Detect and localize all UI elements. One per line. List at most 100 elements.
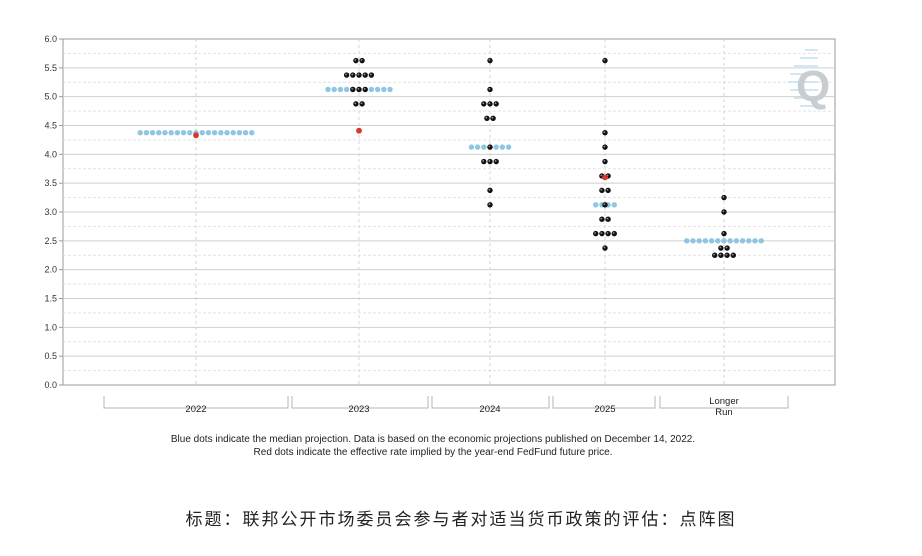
participant-dot-highlight	[600, 188, 603, 191]
median-dot	[611, 202, 617, 208]
participant-dot-highlight	[725, 246, 728, 249]
participant-dot-highlight	[488, 145, 491, 148]
median-dot	[387, 86, 393, 93]
median-dot	[739, 238, 746, 244]
median-dot	[481, 144, 487, 150]
participant-dot-highlight	[606, 217, 609, 220]
participant-dot-highlight	[360, 102, 363, 105]
participant-dot-highlight	[494, 102, 497, 105]
median-dot	[249, 130, 255, 136]
y-tick-label: 3.0	[44, 207, 57, 217]
participant-dot-highlight	[357, 87, 360, 90]
y-tick-label: 5.0	[44, 92, 57, 102]
median-dot	[236, 130, 243, 136]
participant-dot-highlight	[488, 102, 491, 105]
median-dot	[174, 130, 181, 136]
participant-dot-highlight	[612, 232, 615, 234]
median-dot	[218, 130, 224, 136]
participant-dot-highlight	[491, 116, 494, 119]
category-bracket	[103, 396, 289, 409]
participant-dot-highlight	[485, 116, 488, 119]
market-implied-dot	[356, 127, 362, 134]
category-bracket	[291, 396, 429, 409]
footnote-line-2: Red dots indicate the effective rate imp…	[254, 447, 613, 458]
participant-dot-highlight	[354, 59, 357, 61]
median-dot	[331, 86, 337, 93]
participant-dot-highlight	[606, 232, 609, 234]
participant-dot-highlight	[354, 102, 357, 105]
participant-dot-highlight	[603, 160, 606, 162]
category-bracket	[431, 396, 550, 409]
participant-dot-highlight	[603, 145, 606, 148]
participant-dot-highlight	[603, 131, 606, 134]
median-dot	[708, 238, 715, 244]
median-dot	[343, 86, 350, 93]
participant-dot-highlight	[731, 253, 734, 256]
participant-dot-highlight	[363, 87, 366, 90]
y-tick-label: 2.0	[44, 265, 57, 275]
median-dot	[337, 86, 344, 93]
median-dot	[696, 238, 702, 244]
y-tick-label: 4.5	[44, 121, 57, 131]
participant-dot-highlight	[488, 59, 491, 61]
median-dot	[242, 130, 249, 136]
x-category-label: Run	[715, 407, 732, 418]
category-bracket	[659, 396, 789, 409]
median-dot	[180, 130, 187, 136]
participant-dot-highlight	[488, 87, 491, 90]
median-dot	[143, 130, 150, 136]
watermark-logo: Q	[788, 49, 830, 111]
participant-dot-highlight	[494, 160, 497, 162]
participant-dot-highlight	[488, 160, 491, 162]
median-dot	[752, 238, 758, 244]
median-dot	[505, 144, 512, 150]
median-dot	[168, 130, 174, 136]
median-dot	[187, 130, 193, 136]
participant-dot-highlight	[594, 232, 596, 234]
participant-dot-highlight	[363, 73, 366, 76]
y-tick-label: 4.0	[44, 149, 57, 159]
participant-dot-highlight	[345, 73, 347, 76]
median-dot	[690, 238, 696, 244]
median-dot	[381, 86, 387, 93]
median-dot	[593, 202, 599, 208]
participant-dot-highlight	[351, 73, 354, 76]
x-category-label: 2022	[185, 404, 206, 415]
participant-dot-highlight	[357, 73, 360, 76]
participant-dot-highlight	[351, 87, 354, 90]
participant-dot-highlight	[719, 246, 722, 249]
median-dot	[746, 238, 752, 244]
participant-dot-highlight	[369, 73, 372, 76]
y-tick-label: 2.5	[44, 236, 57, 246]
grid-lines	[62, 38, 836, 386]
participant-dot-highlight	[606, 188, 609, 191]
median-dot	[199, 130, 205, 136]
y-tick-label: 6.0	[44, 34, 57, 44]
median-dot	[474, 144, 481, 150]
median-dot	[162, 130, 168, 136]
median-dot	[156, 130, 162, 136]
median-dot	[230, 130, 236, 136]
participant-dot-highlight	[603, 203, 606, 206]
participant-dot-highlight	[603, 246, 606, 249]
participant-dot-highlight	[722, 210, 725, 213]
figure-caption: 标题：联邦公开市场委员会参与者对适当货币政策的评估：点阵图	[185, 510, 737, 530]
median-dot	[224, 130, 230, 136]
median-dot	[758, 238, 764, 244]
median-dot	[325, 86, 331, 93]
market-implied-dot	[193, 132, 199, 139]
median-dot	[205, 130, 212, 136]
participant-dot-highlight	[713, 253, 715, 256]
y-tick-label: 3.5	[44, 178, 57, 188]
participant-dot-highlight	[722, 232, 725, 234]
market-implied-dot	[602, 174, 608, 181]
median-dot	[137, 130, 143, 136]
footnote: Blue dots indicate the median projection…	[171, 434, 695, 458]
median-dot	[721, 238, 727, 244]
y-tick-label: 0.0	[44, 380, 57, 390]
participant-dot-highlight	[482, 160, 485, 162]
watermark-letter: Q	[796, 62, 830, 111]
y-tick-label: 1.0	[44, 322, 57, 332]
median-dot	[374, 86, 381, 93]
